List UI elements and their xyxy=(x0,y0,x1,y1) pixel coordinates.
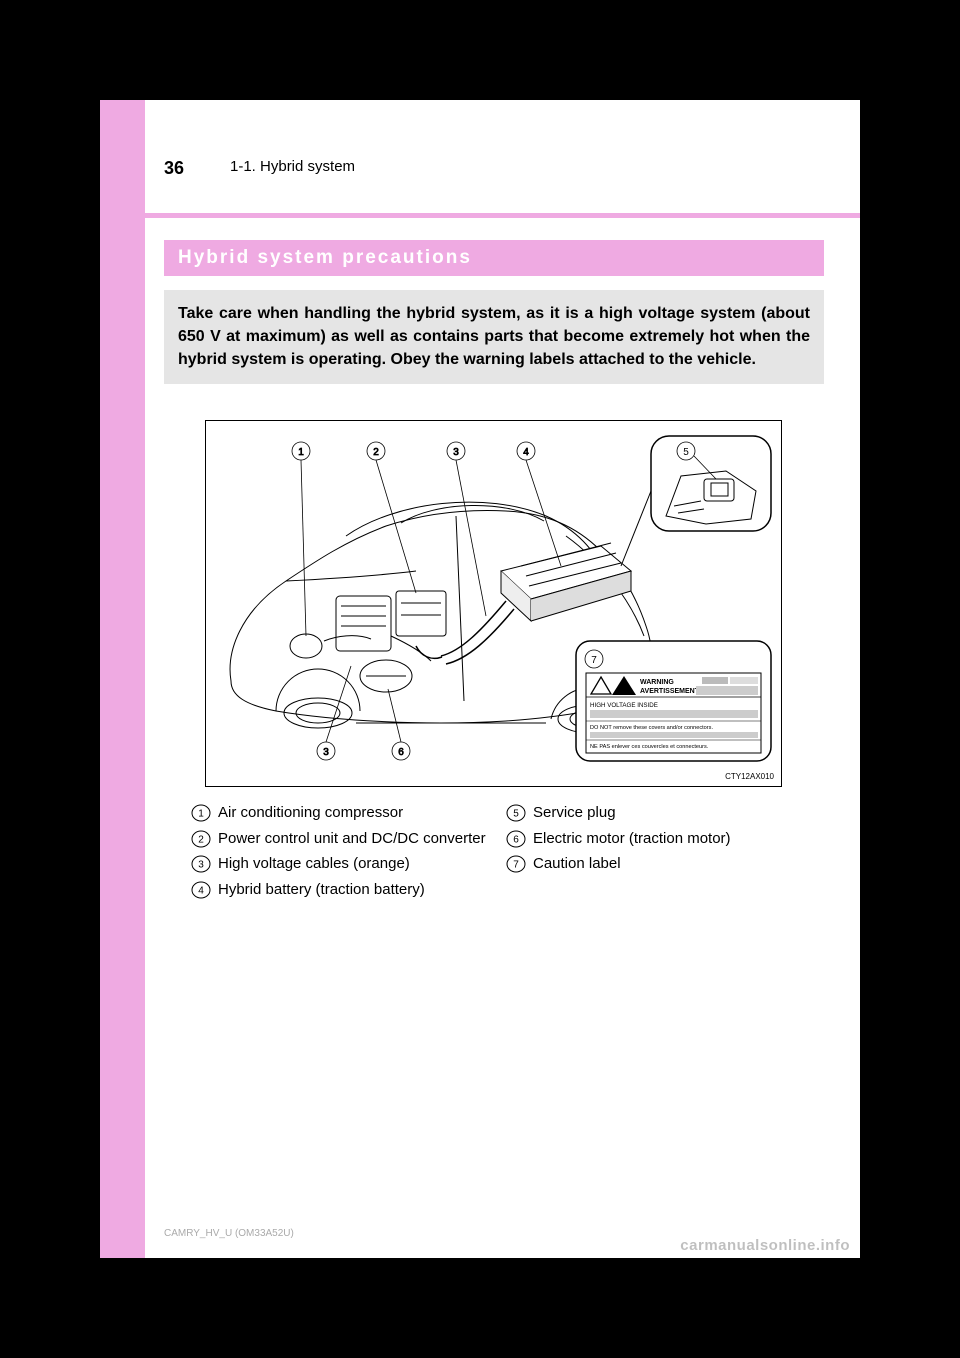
legend-item: 2 Power control unit and DC/DC converter xyxy=(190,829,490,849)
svg-text:5: 5 xyxy=(513,809,519,820)
svg-text:3: 3 xyxy=(198,860,204,871)
legend-marker-2: 2 xyxy=(190,830,212,848)
warning-line-3: NE PAS enlever ces couvercles et connect… xyxy=(590,744,709,750)
legend-text: High voltage cables (orange) xyxy=(218,854,490,874)
footer-text: CAMRY_HV_U (OM33A52U) xyxy=(164,1228,294,1239)
svg-text:4: 4 xyxy=(198,885,204,896)
legend-item: 1 Air conditioning compressor xyxy=(190,803,490,823)
legend-text: Electric motor (traction motor) xyxy=(533,829,805,849)
legend-marker-4: 4 xyxy=(190,881,212,899)
page-number: 36 xyxy=(164,158,184,179)
legend-item: 4 Hybrid battery (traction battery) xyxy=(190,880,490,900)
warning-heading-2: AVERTISSEMENT xyxy=(640,688,700,695)
section-strip xyxy=(100,100,145,1258)
legend-marker-7: 7 xyxy=(505,855,527,873)
manual-page: 36 1-1. Hybrid system Hybrid system prec… xyxy=(100,100,860,1258)
callout-4: 4 xyxy=(523,447,529,458)
svg-text:1: 1 xyxy=(198,809,204,820)
legend-marker-3: 3 xyxy=(190,855,212,873)
legend-item: 7 Caution label xyxy=(505,854,805,874)
svg-text:7: 7 xyxy=(513,860,519,871)
warning-heading-1: WARNING xyxy=(640,679,674,686)
warning-line-1: HIGH VOLTAGE INSIDE xyxy=(590,702,658,709)
legend-marker-6: 6 xyxy=(505,830,527,848)
legend-marker-1: 1 xyxy=(190,804,212,822)
legend-marker-5: 5 xyxy=(505,804,527,822)
legend-item: 6 Electric motor (traction motor) xyxy=(505,829,805,849)
legend-text: Hybrid battery (traction battery) xyxy=(218,880,490,900)
vehicle-cutaway-svg: 1 2 3 4 3 xyxy=(206,421,781,786)
legend-text: Air conditioning compressor xyxy=(218,803,490,823)
legend-item: 3 High voltage cables (orange) xyxy=(190,854,490,874)
legend-text: Power control unit and DC/DC converter xyxy=(218,829,490,849)
svg-text:2: 2 xyxy=(198,834,204,845)
legend-text: Service plug xyxy=(533,803,805,823)
legend-col-right: 5 Service plug 6 Electric motor (tractio… xyxy=(505,803,805,880)
callout-3-bottom: 3 xyxy=(323,747,329,758)
warning-line-2: DO NOT remove these covers and/or connec… xyxy=(590,725,713,731)
section-tab xyxy=(100,163,145,273)
callout-1: 1 xyxy=(298,447,304,458)
callout-2: 2 xyxy=(373,447,379,458)
section-label: 1-1. Hybrid system xyxy=(230,158,355,175)
header-divider xyxy=(100,213,860,218)
callout-7: 7 xyxy=(591,655,597,666)
intro-box: Take care when handling the hybrid syste… xyxy=(164,290,824,384)
legend-col-left: 1 Air conditioning compressor 2 Power co… xyxy=(190,803,490,905)
legend-item: 5 Service plug xyxy=(505,803,805,823)
svg-text:6: 6 xyxy=(513,834,519,845)
diagram-code: CTY12AX010 xyxy=(725,772,774,781)
callout-3-top: 3 xyxy=(453,447,459,458)
watermark: carmanualsonline.info xyxy=(680,1237,850,1254)
legend-text: Caution label xyxy=(533,854,805,874)
page-title: Hybrid system precautions xyxy=(164,240,824,276)
callout-6: 6 xyxy=(398,747,404,758)
callout-5: 5 xyxy=(683,447,689,458)
hybrid-diagram: 1 2 3 4 3 xyxy=(205,420,782,787)
